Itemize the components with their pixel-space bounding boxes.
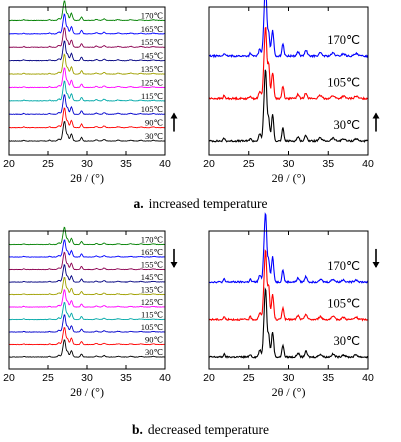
series-line [208, 26, 369, 101]
series-line [8, 80, 166, 102]
caption-a-text: increased temperature [148, 196, 268, 211]
series-line [208, 287, 369, 360]
series-line [8, 120, 166, 142]
x-tick-label: 30 [81, 372, 93, 384]
x-tick-label: 40 [362, 372, 374, 384]
series-line [8, 302, 166, 321]
series-label: 170℃ [327, 33, 360, 47]
series-label: 125℃ [141, 77, 164, 87]
x-axis-label: 2θ / (°) [70, 171, 104, 185]
caption-b: b. decreased temperature [0, 422, 401, 438]
x-axis-label: 2θ / (°) [272, 385, 306, 399]
x-tick-label: 20 [203, 158, 215, 170]
series-label: 30℃ [333, 118, 360, 132]
series-label: 135℃ [141, 64, 164, 74]
chart-a-selected: 30℃ 105℃ 170℃ 20 25 30 35 40 2θ / (°) [203, 0, 380, 185]
series-label: 145℃ [141, 272, 164, 282]
x-tick-label: 20 [203, 372, 215, 384]
x-tick-label: 35 [120, 372, 132, 384]
series-line [8, 94, 166, 115]
series-line [8, 67, 166, 89]
series-label: 155℃ [141, 37, 164, 47]
x-tick-label: 30 [283, 158, 295, 170]
series-line [8, 27, 165, 48]
series-label: 145℃ [141, 51, 164, 61]
series-line [8, 327, 166, 346]
series-label: 30℃ [145, 131, 164, 141]
series-label: 105℃ [327, 76, 360, 90]
x-tick-label: 30 [81, 158, 93, 170]
series-line [208, 249, 369, 322]
caption-a: a. increased temperature [0, 196, 401, 212]
caption-b-text: decreased temperature [147, 422, 269, 437]
series-label: 165℃ [141, 24, 164, 34]
x-tick-label: 20 [3, 158, 15, 170]
series-line [208, 0, 369, 59]
arrow-up-icon [372, 112, 380, 132]
series-label: 135℃ [141, 285, 164, 295]
series-line [8, 13, 166, 35]
x-tick-label: 35 [120, 158, 132, 170]
x-tick-label: 25 [243, 158, 255, 170]
series-label: 105℃ [327, 297, 360, 311]
x-tick-label: 25 [243, 372, 255, 384]
x-tick-label: 40 [362, 158, 374, 170]
x-tick-label: 40 [159, 158, 171, 170]
series-label: 165℃ [141, 247, 164, 257]
series-label: 30℃ [145, 347, 164, 357]
series-label: 90℃ [145, 118, 164, 128]
series-label: 105℃ [141, 322, 164, 332]
series-line [208, 212, 369, 285]
series-line [8, 263, 166, 283]
series-label: 155℃ [141, 260, 164, 270]
series-line [8, 288, 166, 308]
series-line [8, 40, 166, 62]
series-label: 170℃ [327, 259, 360, 273]
series-line [8, 251, 166, 271]
x-tick-label: 35 [322, 158, 334, 170]
x-axis-label: 2θ / (°) [70, 385, 104, 399]
arrow-down-icon [372, 248, 380, 268]
x-axis-label: 2θ / (°) [272, 171, 306, 185]
series-label: 105℃ [141, 104, 164, 114]
series-label: 115℃ [141, 91, 163, 101]
series-label: 115℃ [141, 310, 163, 320]
series-label: 30℃ [333, 334, 360, 348]
series-line [8, 0, 166, 22]
series-line [208, 69, 369, 143]
x-tick-label: 35 [322, 372, 334, 384]
series-line [8, 339, 166, 358]
chart-b-selected: 30℃ 105℃ 170℃ 20 25 30 35 40 2θ / (°) [203, 212, 380, 399]
series-line [8, 53, 166, 75]
chart-b-all: 30℃ 90℃ 105℃ 115℃ 125℃ 135℃ 145℃ 155℃ 165℃ 170℃ 20… [3, 226, 178, 399]
x-tick-label: 20 [3, 372, 15, 384]
arrow-up-icon [170, 112, 178, 132]
caption-a-letter: a. [133, 196, 144, 211]
series-line [8, 226, 166, 246]
series-label: 170℃ [141, 235, 164, 245]
caption-b-letter: b. [132, 422, 143, 437]
x-tick-label: 30 [283, 372, 295, 384]
arrow-down-icon [170, 248, 178, 268]
series-line [8, 314, 166, 333]
series-line [8, 239, 166, 258]
series-line [8, 107, 166, 129]
x-tick-label: 40 [159, 372, 171, 384]
x-tick-label: 25 [42, 158, 54, 170]
series-label: 170℃ [141, 10, 164, 20]
series-label: 90℃ [145, 335, 164, 345]
series-label: 125℃ [141, 297, 164, 307]
series-line [8, 277, 166, 296]
chart-a-all: 30℃ 90℃ 105℃ 115℃ 125℃ 135℃ 145℃ 155℃ 165℃ 170℃ 20… [3, 0, 178, 185]
x-tick-label: 25 [42, 372, 54, 384]
